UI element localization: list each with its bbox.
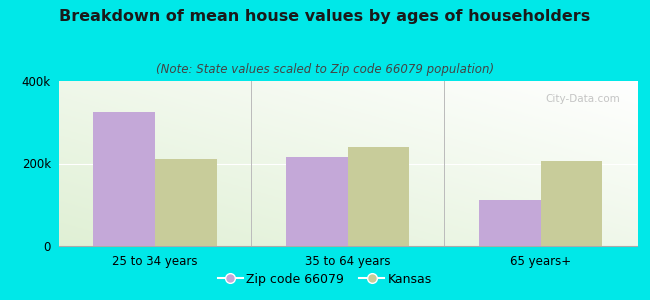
Text: City-Data.com: City-Data.com (545, 94, 619, 104)
Legend: Zip code 66079, Kansas: Zip code 66079, Kansas (213, 268, 437, 291)
Text: Breakdown of mean house values by ages of householders: Breakdown of mean house values by ages o… (59, 9, 591, 24)
Bar (155, 158, 216, 246)
Bar (479, 200, 541, 246)
Bar (541, 160, 603, 246)
Bar (286, 157, 348, 246)
Bar (93, 112, 155, 246)
Bar (348, 147, 410, 246)
Text: (Note: State values scaled to Zip code 66079 population): (Note: State values scaled to Zip code 6… (156, 63, 494, 76)
